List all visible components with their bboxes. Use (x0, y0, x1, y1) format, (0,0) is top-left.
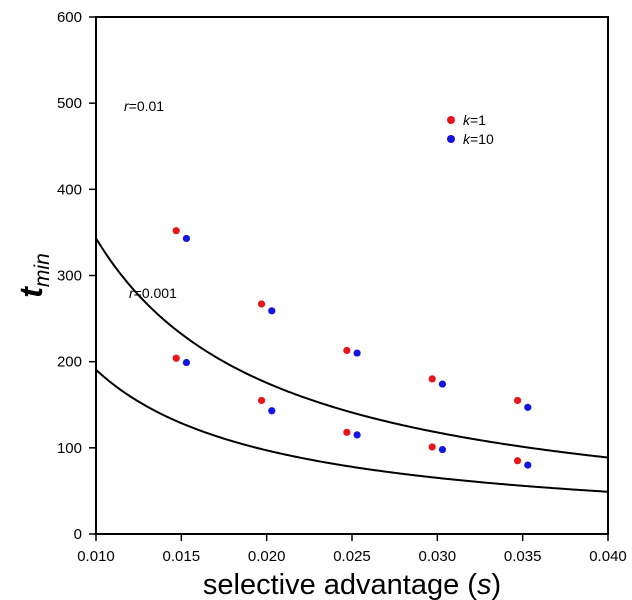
x-tick-label: 0.020 (248, 548, 286, 565)
annotation-r-0.001: r=0.001 (129, 285, 177, 301)
x-tick-label: 0.040 (589, 548, 627, 565)
annotation-r-0.01: r=0.01 (124, 98, 164, 114)
point-s0-9 (513, 457, 522, 465)
legend-marker-k1 (447, 116, 455, 124)
point-s0-8 (428, 443, 436, 451)
y-tick-label: 400 (57, 181, 82, 198)
y-tick-label: 0 (74, 526, 82, 543)
y-tick-label: 100 (57, 440, 82, 457)
plot-frame (95, 16, 609, 535)
fit-curves (95, 237, 609, 493)
point-s1-0 (182, 234, 191, 243)
point-s0-3 (428, 375, 436, 383)
y-axis-label: tmin (13, 253, 54, 298)
point-s1-2 (353, 349, 361, 357)
x-tick-label: 0.015 (163, 548, 201, 565)
point-s0-0 (172, 227, 180, 235)
point-s0-4 (513, 396, 522, 405)
y-tick-label: 500 (57, 95, 82, 112)
y-tick-label: 300 (57, 268, 82, 285)
point-s1-8 (438, 445, 447, 454)
point-s1-7 (353, 431, 361, 439)
y-tick-label: 200 (57, 354, 82, 371)
legend-label-k1: k=1 (463, 112, 486, 128)
point-s0-7 (343, 428, 351, 436)
point-s0-6 (257, 396, 266, 405)
data-points (172, 227, 532, 469)
point-s1-5 (182, 358, 191, 367)
legend: k=1 k=10 (447, 112, 494, 147)
x-tick-label: 0.035 (504, 548, 542, 565)
point-s1-4 (524, 403, 532, 411)
fit-curve-0 (95, 237, 609, 459)
x-tick-label: 0.030 (419, 548, 457, 565)
point-s0-2 (343, 346, 351, 355)
legend-marker-k10 (447, 135, 455, 143)
fit-curve-1 (95, 369, 609, 493)
point-s1-3 (438, 380, 447, 388)
legend-label-k10: k=10 (463, 131, 494, 147)
x-axis-ticks: 0.010 0.015 0.020 0.025 0.030 0.035 0.040 (77, 534, 627, 565)
y-axis-ticks: 0 100 200 300 400 500 600 (57, 9, 96, 543)
point-s0-1 (257, 300, 266, 308)
y-tick-label: 600 (57, 9, 82, 26)
point-s1-1 (268, 307, 276, 315)
x-tick-label: 0.025 (333, 548, 371, 565)
point-s1-9 (524, 461, 532, 469)
x-tick-label: 0.010 (77, 548, 115, 565)
x-axis-label: selective advantage (s) (203, 569, 501, 600)
point-s1-6 (268, 407, 276, 415)
point-s0-5 (172, 354, 180, 362)
